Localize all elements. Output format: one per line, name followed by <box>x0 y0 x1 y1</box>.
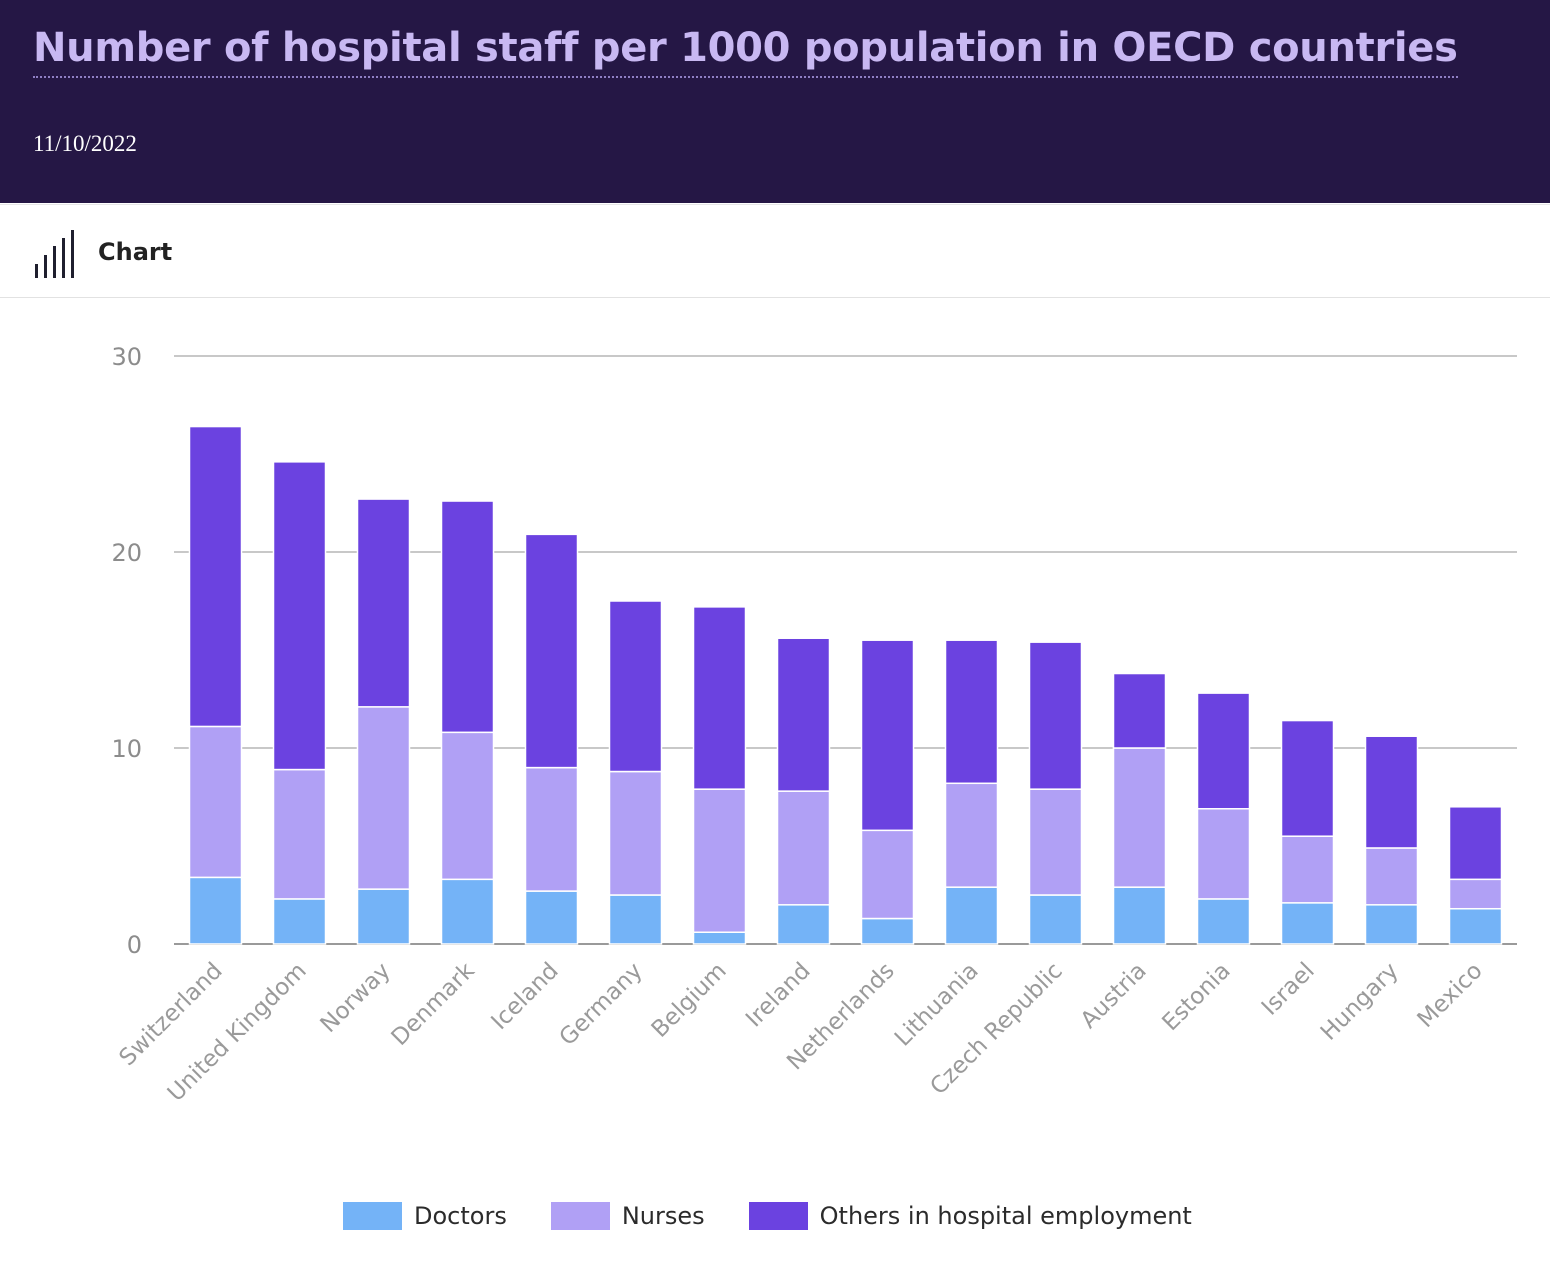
y-tick-label: 0 <box>127 931 142 959</box>
y-tick-label: 10 <box>111 735 142 763</box>
legend-item[interactable]: Others in hospital employment <box>748 1202 1192 1230</box>
bar-segment[interactable] <box>524 890 579 945</box>
x-tick-label: United Kingdom <box>163 958 312 1107</box>
bar-segment[interactable] <box>776 904 831 945</box>
chart-legend: Doctors Nurses Others in hospital employme… <box>343 1196 1236 1236</box>
legend-label: Nurses <box>621 1202 705 1230</box>
bar-segment[interactable] <box>356 498 411 708</box>
bar-segment[interactable] <box>440 731 495 881</box>
bar-segment[interactable] <box>1364 735 1419 849</box>
legend-swatch <box>343 1202 402 1230</box>
x-tick-label: Estonia <box>1157 958 1235 1036</box>
bar-segment[interactable] <box>692 606 747 790</box>
bar-segment[interactable] <box>1196 898 1251 945</box>
bar-segment[interactable] <box>188 425 243 728</box>
bar-segment[interactable] <box>524 533 579 769</box>
bar-segment[interactable] <box>188 725 243 879</box>
bar-segment[interactable] <box>1028 641 1083 790</box>
bar-segment[interactable] <box>608 894 663 945</box>
bar-segment[interactable] <box>608 770 663 896</box>
x-tick-label: Ireland <box>741 958 816 1033</box>
bar-segment[interactable] <box>1196 692 1251 810</box>
x-tick-label: Germany <box>555 958 648 1051</box>
bar-segment[interactable] <box>1448 907 1503 945</box>
x-tick-label: Austria <box>1076 958 1152 1034</box>
x-tick-label: Mexico <box>1413 958 1488 1033</box>
x-tick-label: Iceland <box>486 958 563 1035</box>
bar-segment[interactable] <box>860 639 915 832</box>
legend-swatch <box>748 1202 808 1230</box>
page-title[interactable]: Number of hospital staff per 1000 popula… <box>33 20 1458 78</box>
bar-segment[interactable] <box>272 461 327 771</box>
x-tick-label: Belgium <box>647 958 732 1043</box>
bar-segment[interactable] <box>692 931 747 945</box>
legend-label: Doctors <box>414 1202 507 1230</box>
bar-segment[interactable] <box>1280 835 1335 904</box>
bar-segment[interactable] <box>188 876 243 945</box>
bar-segment[interactable] <box>1028 788 1083 896</box>
x-tick-label: Norway <box>316 958 396 1038</box>
bar-segment[interactable] <box>692 788 747 933</box>
bar-segment[interactable] <box>1364 904 1419 945</box>
bar-segment[interactable] <box>1448 878 1503 910</box>
bar-segment[interactable] <box>944 782 999 888</box>
bar-segment[interactable] <box>860 917 915 945</box>
legend-swatch <box>550 1202 610 1230</box>
bar-segment[interactable] <box>1280 902 1335 945</box>
bar-segment[interactable] <box>1112 672 1167 749</box>
bar-segment[interactable] <box>776 790 831 906</box>
bar-segment[interactable] <box>944 639 999 785</box>
chart-toolbar: Chart <box>0 204 1550 298</box>
bar-chart-icon[interactable] <box>34 230 80 278</box>
bar-segment[interactable] <box>608 600 663 773</box>
legend-item[interactable]: Doctors <box>343 1202 507 1230</box>
publish-date: 11/10/2022 <box>33 131 137 156</box>
bar-segment[interactable] <box>356 888 411 945</box>
bar-segment[interactable] <box>1280 719 1335 837</box>
y-tick-label: 30 <box>111 343 142 371</box>
bar-segment[interactable] <box>860 829 915 920</box>
chart-tab-label[interactable]: Chart <box>98 238 173 266</box>
bar-segment[interactable] <box>272 768 327 900</box>
bar-segment[interactable] <box>524 766 579 892</box>
bar-segment[interactable] <box>944 886 999 945</box>
bar-segment[interactable] <box>1112 747 1167 888</box>
page-header: Number of hospital staff per 1000 popula… <box>0 0 1550 203</box>
bar-segment[interactable] <box>1448 806 1503 881</box>
bar-segment[interactable] <box>1028 894 1083 945</box>
bar-segment[interactable] <box>1364 847 1419 906</box>
bar-segment[interactable] <box>356 706 411 890</box>
bar-segment[interactable] <box>272 898 327 945</box>
x-tick-label: Denmark <box>387 957 481 1051</box>
bar-segment[interactable] <box>440 500 495 734</box>
bar-segment[interactable] <box>776 637 831 792</box>
x-tick-label: Hungary <box>1316 958 1404 1046</box>
y-tick-label: 20 <box>111 539 142 567</box>
bar-segment[interactable] <box>1196 808 1251 900</box>
legend-item[interactable]: Nurses <box>550 1202 705 1230</box>
x-tick-label: Israel <box>1257 958 1320 1021</box>
bar-segment[interactable] <box>1112 886 1167 945</box>
bar-segment[interactable] <box>440 878 495 945</box>
legend-label: Others in hospital employment <box>819 1202 1192 1230</box>
